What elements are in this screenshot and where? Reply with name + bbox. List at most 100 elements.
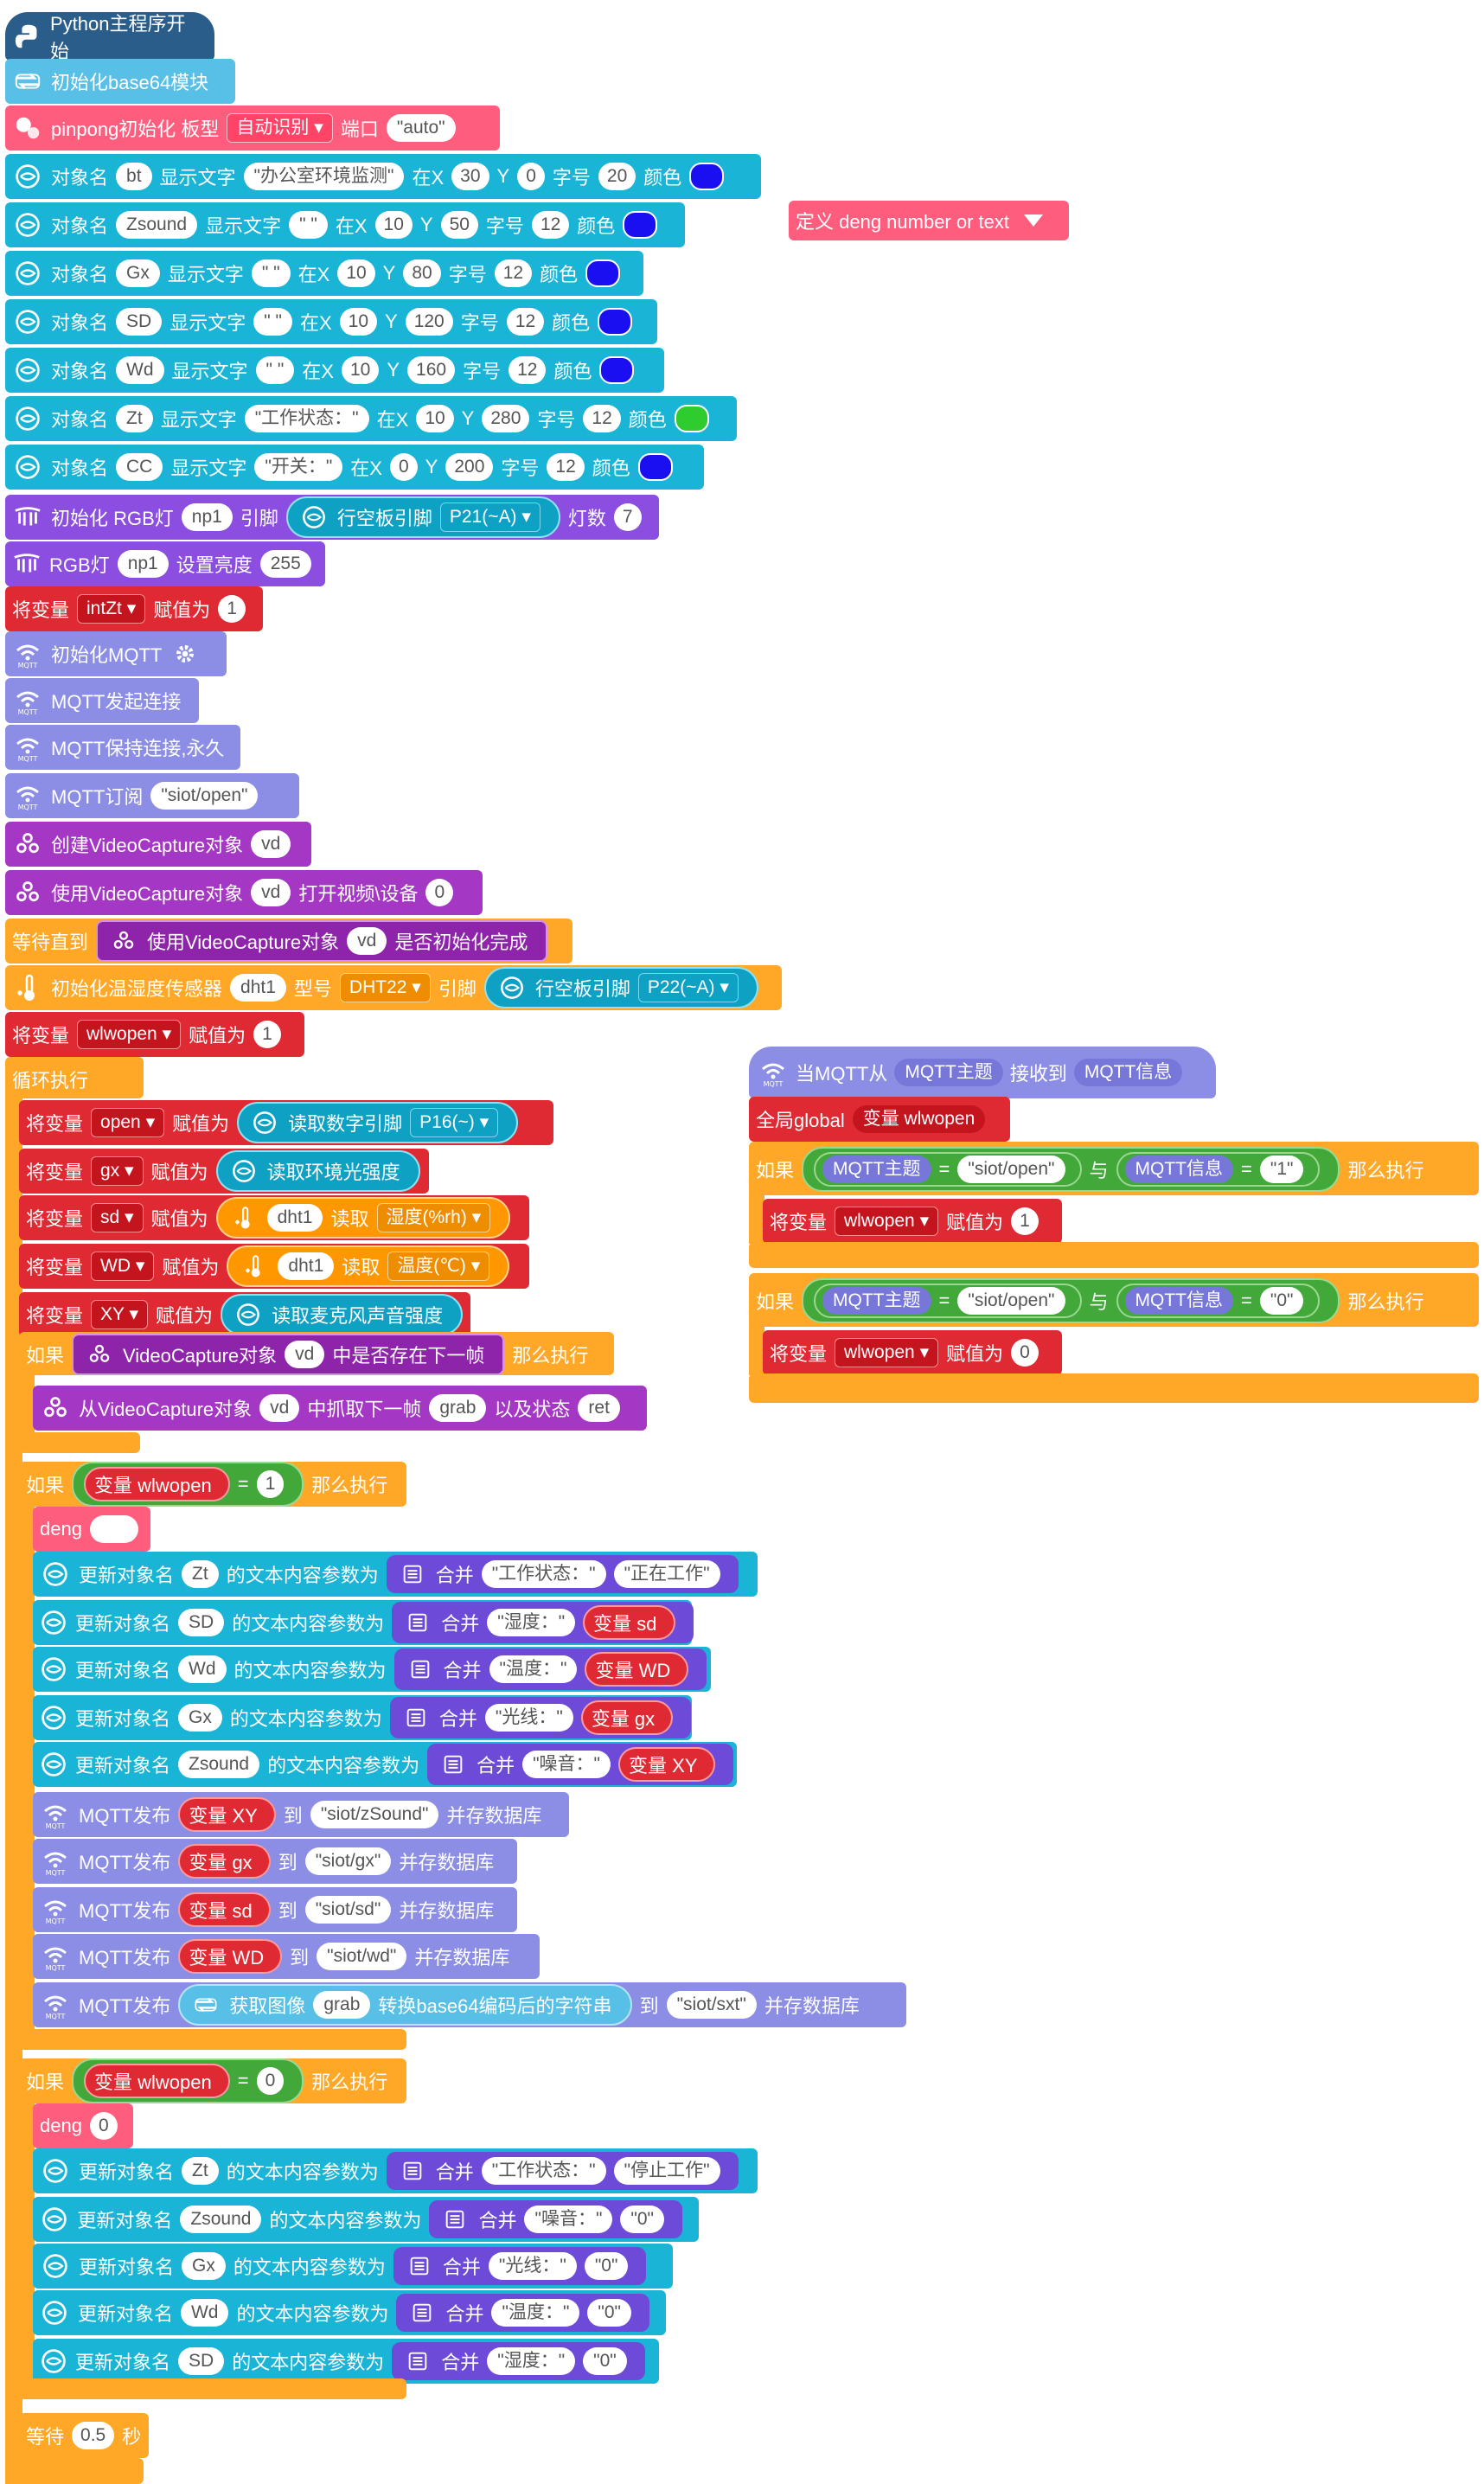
define-deng-block[interactable]: 定义 deng number or text bbox=[789, 201, 1069, 240]
merge-b-input[interactable]: "0" bbox=[587, 2299, 631, 2327]
grab-frame-block[interactable]: 从VideoCapture对象 vd 中抓取下一帧 grab 以及状态 ret bbox=[33, 1386, 647, 1431]
y-input[interactable]: 120 bbox=[405, 308, 453, 336]
set-var-block[interactable]: 将变量 sd ▾ 赋值为 dht1 读取 湿度(%rh) ▾ bbox=[19, 1195, 529, 1240]
obj-name-input[interactable]: Gx bbox=[178, 1704, 222, 1732]
rgb-var-input[interactable]: np1 bbox=[117, 550, 169, 578]
merge-reporter[interactable]: 合并 "光线：" "0" bbox=[393, 2247, 647, 2285]
wait-seconds-input[interactable]: 0.5 bbox=[72, 2422, 115, 2449]
mqtt-keep-block[interactable]: MQTT保持连接,永久 bbox=[5, 725, 240, 770]
equals-check[interactable]: 变量 wlwopen = 1 bbox=[72, 1462, 304, 1507]
x-input[interactable]: 10 bbox=[339, 308, 378, 336]
merge-reporter[interactable]: 合并 "湿度：" "0" bbox=[392, 2342, 645, 2380]
vc-var-input[interactable]: vd bbox=[285, 1341, 325, 1368]
global-var-input[interactable]: 变量 wlwopen bbox=[852, 1105, 986, 1133]
open-videocapture-block[interactable]: 使用VideoCapture对象 vd 打开视频\设备 0 bbox=[5, 870, 483, 915]
sensor-reporter[interactable]: 读取麦克风声音强度 bbox=[221, 1294, 464, 1335]
value-input[interactable]: 1 bbox=[1011, 1207, 1039, 1235]
merge-a-input[interactable]: "噪音：" bbox=[524, 2206, 613, 2233]
vc-init-check[interactable]: 使用VideoCapture对象 vd 是否初始化完成 bbox=[96, 920, 548, 962]
topic-input[interactable]: "siot/sd" bbox=[304, 1896, 392, 1924]
set-var-block[interactable]: 将变量 gx ▾ 赋值为 读取环境光强度 bbox=[19, 1149, 429, 1194]
measure-dropdown[interactable]: 温度(℃) ▾ bbox=[387, 1252, 490, 1281]
obj-name-input[interactable]: Zt bbox=[182, 1560, 219, 1588]
message-value-input[interactable]: "1" bbox=[1259, 1156, 1304, 1183]
dht-init-block[interactable]: 初始化温湿度传感器 dht1 型号 DHT22 ▾ 引脚 行空板引脚 P22(~… bbox=[5, 965, 782, 1010]
grab-var-input[interactable]: grab bbox=[313, 1991, 371, 2019]
text-input[interactable]: " " bbox=[255, 356, 295, 384]
topic-input[interactable]: "siot/wd" bbox=[317, 1943, 407, 1970]
merge-b-input[interactable]: "0" bbox=[620, 2206, 664, 2233]
font-size-input[interactable]: 12 bbox=[583, 405, 621, 432]
merge-a-input[interactable]: "噪音：" bbox=[522, 1751, 611, 1778]
mqtt-connect-block[interactable]: MQTT发起连接 bbox=[5, 678, 199, 723]
var-dropdown[interactable]: wlwopen ▾ bbox=[77, 1020, 182, 1049]
var-reporter[interactable]: 变量 gx bbox=[178, 1844, 271, 1879]
rgb-brightness-block[interactable]: RGB灯 np1 设置亮度 255 bbox=[5, 541, 325, 586]
obj-name-input[interactable]: Zsound bbox=[180, 2206, 262, 2233]
python-main-hat[interactable]: Python主程序开始 bbox=[5, 12, 214, 62]
update-text-block[interactable]: 更新对象名 Gx 的文本内容参数为 合并 "光线：" "0" bbox=[33, 2244, 673, 2289]
mqtt-subscribe-block[interactable]: MQTT订阅 "siot/open" bbox=[5, 773, 299, 818]
display-text-block[interactable]: 对象名 Gx 显示文字 " " 在X 10 Y 80 字号 12 颜色 bbox=[5, 251, 643, 296]
obj-name-input[interactable]: Gx bbox=[116, 259, 160, 287]
set-var-block[interactable]: 将变量 WD ▾ 赋值为 dht1 读取 温度(℃) ▾ bbox=[19, 1244, 529, 1289]
update-text-block[interactable]: 更新对象名 Zt 的文本内容参数为 合并 "工作状态：" "停止工作" bbox=[33, 2148, 758, 2193]
update-text-block[interactable]: 更新对象名 Gx 的文本内容参数为 合并 "光线：" 变量 gx bbox=[33, 1695, 692, 1740]
update-text-block[interactable]: 更新对象名 Zt 的文本内容参数为 合并 "工作状态：" "正在工作" bbox=[33, 1552, 758, 1597]
expand-arrow-icon[interactable] bbox=[1024, 214, 1044, 227]
device-index-input[interactable]: 0 bbox=[425, 879, 454, 906]
measure-dropdown[interactable]: 湿度(%rh) ▾ bbox=[376, 1203, 491, 1232]
merge-reporter[interactable]: 合并 "噪音：" "0" bbox=[429, 2200, 682, 2238]
set-wlwopen-1-block[interactable]: 将变量 wlwopen ▾ 赋值为 1 bbox=[763, 1199, 1062, 1244]
board-pin-block[interactable]: 行空板引脚 P22(~A) ▾ bbox=[483, 967, 758, 1008]
merge-a-input[interactable]: "光线：" bbox=[484, 1704, 573, 1732]
update-text-block[interactable]: 更新对象名 SD 的文本内容参数为 合并 "湿度：" 变量 sd bbox=[33, 1600, 694, 1645]
wait-block[interactable]: 等待 0.5 秒 bbox=[19, 2413, 149, 2458]
font-size-input[interactable]: 12 bbox=[494, 259, 533, 287]
base64-init-block[interactable]: 初始化base64模块 bbox=[5, 59, 235, 104]
equals-check[interactable]: 变量 wlwopen = 0 bbox=[72, 2058, 304, 2103]
y-input[interactable]: 280 bbox=[482, 405, 530, 432]
deng-call-block[interactable]: deng 0 bbox=[33, 2103, 133, 2148]
display-text-block[interactable]: 对象名 Zt 显示文字 "工作状态：" 在X 10 Y 280 字号 12 颜色 bbox=[5, 396, 737, 441]
mqtt-message-reporter[interactable]: MQTT信息 bbox=[1073, 1059, 1183, 1086]
set-wlwopen-block[interactable]: 将变量 wlwopen ▾ 赋值为 1 bbox=[5, 1012, 304, 1057]
obj-name-input[interactable]: Zt bbox=[116, 405, 153, 432]
merge-reporter[interactable]: 合并 "光线：" 变量 gx bbox=[389, 1697, 692, 1738]
merge-reporter[interactable]: 合并 "噪音：" 变量 XY bbox=[427, 1744, 734, 1785]
count-input[interactable]: 7 bbox=[613, 503, 642, 531]
merge-reporter[interactable]: 合并 "工作状态：" "停止工作" bbox=[386, 2152, 739, 2190]
gear-icon[interactable] bbox=[170, 638, 201, 669]
font-size-input[interactable]: 12 bbox=[506, 308, 545, 336]
topic-value-input[interactable]: "siot/open" bbox=[957, 1156, 1065, 1183]
topic-input[interactable]: "siot/sxt" bbox=[666, 1991, 757, 2019]
pin-dropdown[interactable]: P16(~) ▾ bbox=[410, 1108, 499, 1137]
rgb-var-input[interactable]: np1 bbox=[181, 503, 233, 531]
deng-arg-input[interactable]: 0 bbox=[89, 2112, 118, 2140]
text-input[interactable]: "办公室环境监测" bbox=[243, 163, 405, 190]
mqtt-topic-reporter[interactable]: MQTT主题 bbox=[894, 1059, 1003, 1086]
topic-input[interactable]: "siot/zSound" bbox=[310, 1801, 439, 1828]
var-dropdown[interactable]: WD ▾ bbox=[91, 1252, 155, 1281]
board-dropdown[interactable]: 自动识别 ▾ bbox=[227, 113, 333, 143]
var-reporter[interactable]: 变量 XY bbox=[618, 1747, 716, 1782]
deng-arg-input[interactable] bbox=[89, 1515, 138, 1543]
message-value-input[interactable]: "0" bbox=[1259, 1287, 1304, 1315]
topic-equals-check[interactable]: MQTT主题 = "siot/open" bbox=[814, 1152, 1082, 1187]
update-text-block[interactable]: 更新对象名 Wd 的文本内容参数为 合并 "温度：" "0" bbox=[33, 2290, 666, 2335]
update-text-block[interactable]: 更新对象名 Zsound 的文本内容参数为 合并 "噪音：" 变量 XY bbox=[33, 1742, 737, 1787]
base64-image-reporter[interactable]: 获取图像 grab 转换base64编码后的字符串 bbox=[178, 1984, 632, 2026]
y-input[interactable]: 50 bbox=[440, 211, 478, 239]
read-pin-reporter[interactable]: 读取数字引脚 P16(~) ▾ bbox=[237, 1102, 519, 1143]
message-equals-check[interactable]: MQTT信息 = "0" bbox=[1116, 1284, 1321, 1318]
wait-until-block[interactable]: 等待直到 使用VideoCapture对象 vd 是否初始化完成 bbox=[5, 919, 572, 964]
ret-var-input[interactable]: ret bbox=[578, 1394, 620, 1422]
display-text-block[interactable]: 对象名 Wd 显示文字 " " 在X 10 Y 160 字号 12 颜色 bbox=[5, 348, 664, 393]
var-dropdown[interactable]: gx ▾ bbox=[91, 1156, 144, 1186]
obj-name-input[interactable]: Zt bbox=[182, 2157, 219, 2185]
forever-loop-header[interactable]: 循环执行 bbox=[5, 1057, 144, 1098]
mqtt-receive-hat[interactable]: 当MQTT从 MQTT主题 接收到 MQTT信息 bbox=[749, 1047, 1216, 1098]
merge-reporter[interactable]: 合并 "温度：" "0" bbox=[396, 2294, 649, 2332]
var-reporter[interactable]: 变量 gx bbox=[580, 1700, 674, 1735]
sensor-reporter[interactable]: 读取环境光强度 bbox=[215, 1150, 420, 1192]
